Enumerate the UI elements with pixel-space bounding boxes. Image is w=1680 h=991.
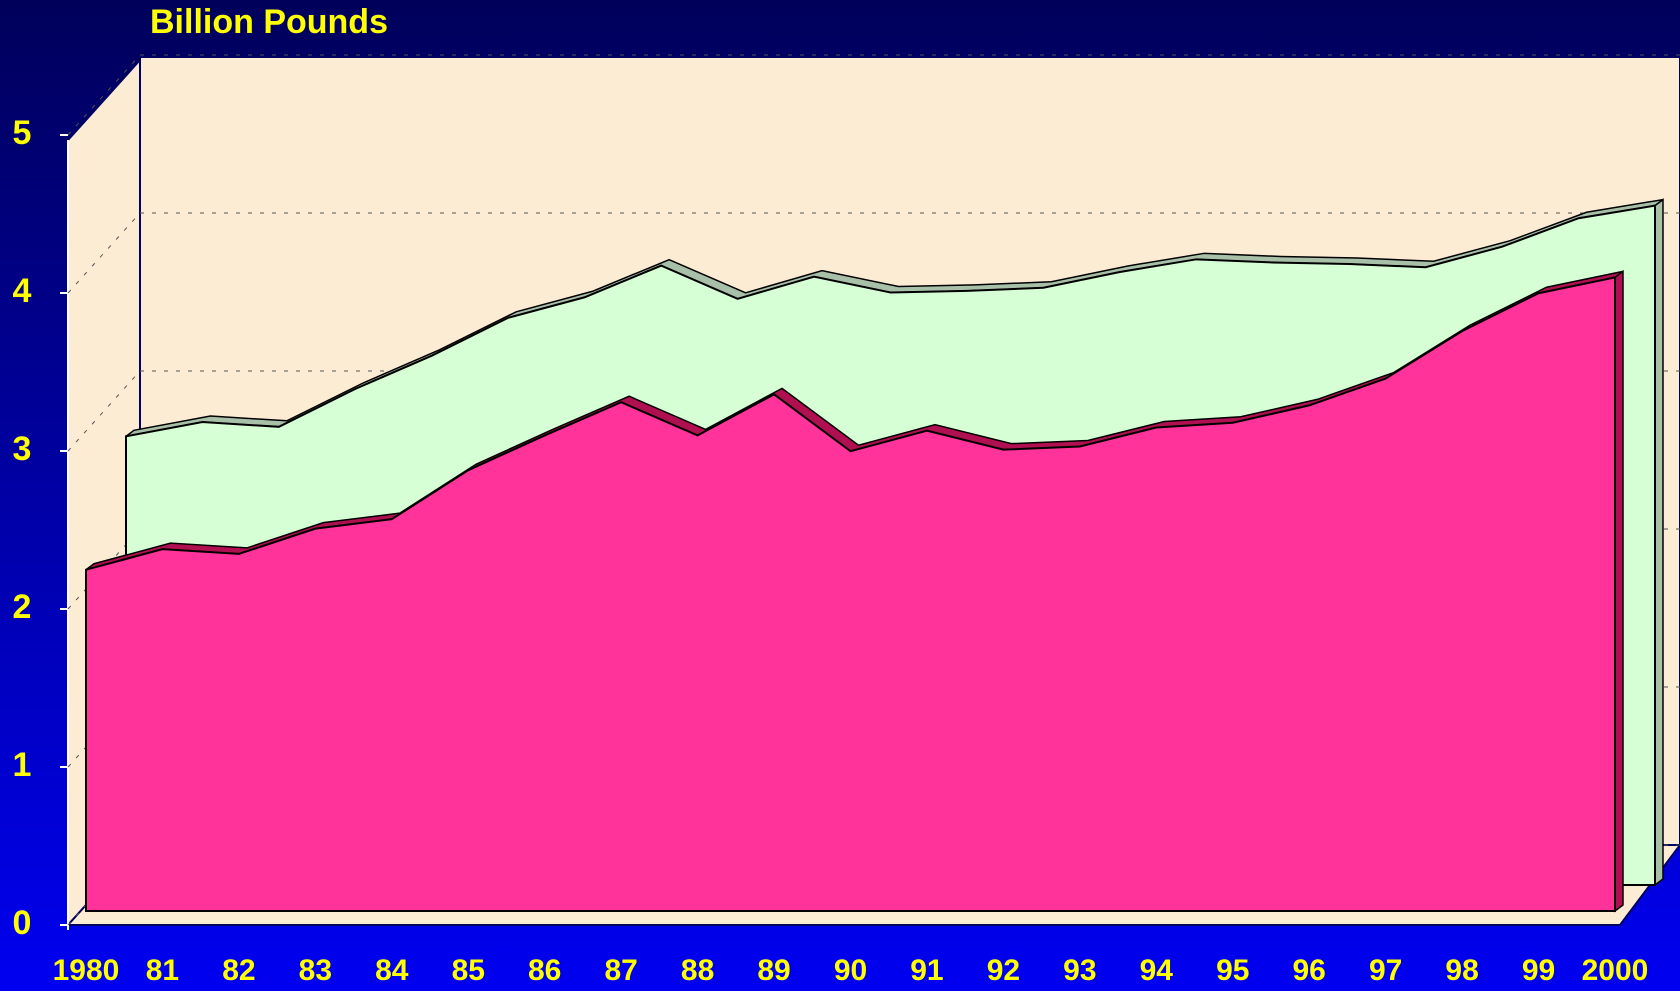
x-tick-label: 92 <box>987 954 1020 987</box>
x-tick-label: 87 <box>604 954 637 987</box>
x-tick-label: 86 <box>528 954 561 987</box>
x-tick-label: 88 <box>681 954 714 987</box>
y-tick-label: 3 <box>13 430 32 468</box>
y-tick-label: 5 <box>13 114 32 152</box>
x-tick-label: 96 <box>1293 954 1326 987</box>
y-tick-label: 2 <box>13 588 32 626</box>
x-tick-label: 1980 <box>53 954 120 987</box>
y-tick-label: 4 <box>13 272 32 310</box>
x-tick-label: 84 <box>375 954 409 987</box>
x-tick-label: 2000 <box>1582 954 1649 987</box>
x-tick-label: 94 <box>1140 954 1174 987</box>
y-tick-label: 0 <box>13 904 32 942</box>
x-tick-label: 85 <box>452 954 485 987</box>
area-side <box>1654 198 1664 887</box>
x-tick-label: 98 <box>1445 954 1478 987</box>
area <box>85 276 1616 912</box>
x-tick-label: 97 <box>1369 954 1402 987</box>
x-tick-label: 99 <box>1522 954 1555 987</box>
x-tick-label: 82 <box>222 954 255 987</box>
x-tick-label: 93 <box>1063 954 1096 987</box>
x-tick-label: 91 <box>910 954 943 987</box>
area-side <box>1614 269 1624 913</box>
x-tick-label: 83 <box>299 954 332 987</box>
x-tick-label: 95 <box>1216 954 1249 987</box>
x-tick-label: 90 <box>834 954 867 987</box>
x-tick-label: 81 <box>146 954 179 987</box>
x-tick-label: 89 <box>757 954 790 987</box>
chart-title: Billion Pounds <box>150 3 388 41</box>
y-tick-label: 1 <box>13 746 32 784</box>
